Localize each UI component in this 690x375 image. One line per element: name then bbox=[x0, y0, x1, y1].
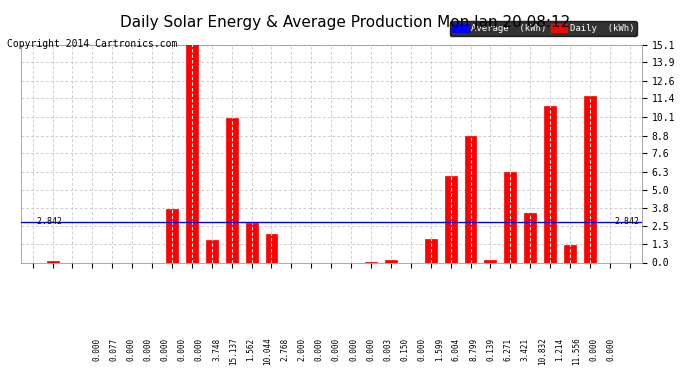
Bar bbox=[266, 234, 277, 262]
Text: 15.137: 15.137 bbox=[229, 338, 238, 365]
Bar bbox=[504, 172, 516, 262]
Bar bbox=[206, 240, 218, 262]
Text: 1.214: 1.214 bbox=[555, 338, 564, 361]
Text: 1.562: 1.562 bbox=[246, 338, 255, 361]
Bar bbox=[46, 261, 59, 262]
Text: 0.000: 0.000 bbox=[126, 338, 135, 361]
Text: 2.000: 2.000 bbox=[297, 338, 307, 361]
Text: Copyright 2014 Cartronics.com: Copyright 2014 Cartronics.com bbox=[7, 39, 177, 50]
Text: 0.000: 0.000 bbox=[332, 338, 341, 361]
Text: 3.748: 3.748 bbox=[212, 338, 221, 361]
Bar bbox=[246, 223, 257, 262]
Text: 0.000: 0.000 bbox=[161, 338, 170, 361]
Text: 10.044: 10.044 bbox=[264, 338, 273, 365]
Text: 0.003: 0.003 bbox=[384, 338, 393, 361]
Text: 0.000: 0.000 bbox=[144, 338, 152, 361]
Legend: Average  (kWh), Daily  (kWh): Average (kWh), Daily (kWh) bbox=[450, 21, 637, 36]
Text: 0.077: 0.077 bbox=[109, 338, 118, 361]
Text: 2.842: 2.842 bbox=[615, 217, 640, 226]
Bar bbox=[544, 106, 556, 262]
Bar bbox=[425, 240, 437, 262]
Text: 2.842: 2.842 bbox=[32, 217, 62, 226]
Text: 0.000: 0.000 bbox=[607, 338, 615, 361]
Text: 8.799: 8.799 bbox=[469, 338, 478, 361]
Text: 10.832: 10.832 bbox=[538, 338, 546, 365]
Text: 6.271: 6.271 bbox=[504, 338, 513, 361]
Bar bbox=[564, 245, 576, 262]
Bar bbox=[484, 261, 496, 262]
Text: 0.000: 0.000 bbox=[349, 338, 358, 361]
Bar bbox=[444, 176, 457, 262]
Text: 1.599: 1.599 bbox=[435, 338, 444, 361]
Bar bbox=[464, 136, 477, 262]
Text: 0.000: 0.000 bbox=[366, 338, 375, 361]
Bar bbox=[186, 45, 198, 262]
Text: 2.768: 2.768 bbox=[281, 338, 290, 361]
Text: 0.000: 0.000 bbox=[195, 338, 204, 361]
Text: 0.000: 0.000 bbox=[589, 338, 598, 361]
Bar bbox=[524, 213, 536, 262]
Text: Daily Solar Energy & Average Production Mon Jan 20 08:12: Daily Solar Energy & Average Production … bbox=[120, 15, 570, 30]
Text: 6.004: 6.004 bbox=[452, 338, 461, 361]
Bar bbox=[584, 96, 596, 262]
Text: 11.556: 11.556 bbox=[572, 338, 581, 365]
Bar bbox=[166, 209, 178, 262]
Text: 0.000: 0.000 bbox=[92, 338, 101, 361]
Text: 0.000: 0.000 bbox=[315, 338, 324, 361]
Text: 0.150: 0.150 bbox=[400, 338, 410, 361]
Text: 0.000: 0.000 bbox=[178, 338, 187, 361]
Text: 3.421: 3.421 bbox=[520, 338, 529, 361]
Bar bbox=[385, 260, 397, 262]
Text: 0.000: 0.000 bbox=[417, 338, 426, 361]
Text: 0.139: 0.139 bbox=[486, 338, 495, 361]
Bar bbox=[226, 118, 237, 262]
